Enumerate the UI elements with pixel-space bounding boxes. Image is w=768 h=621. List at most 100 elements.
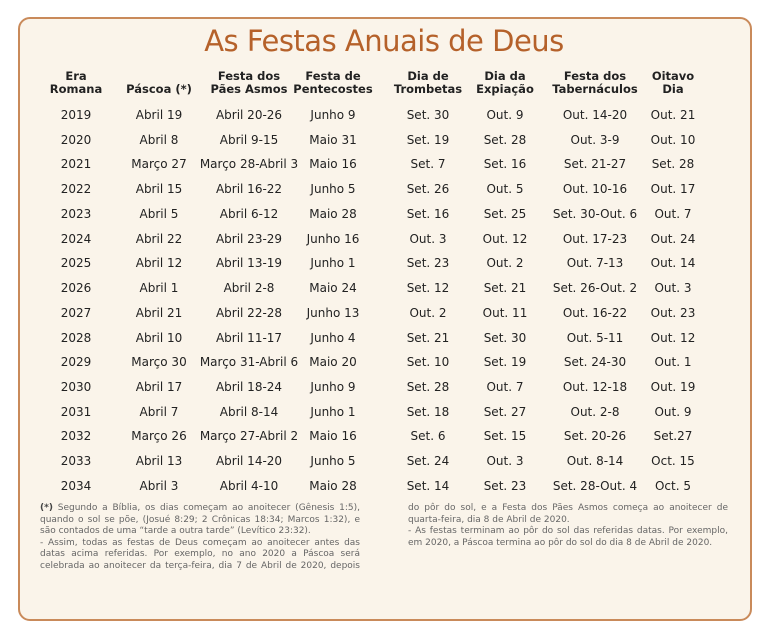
- table-cell: Junho 16: [306, 231, 360, 246]
- column-header: Festa de: [305, 69, 361, 83]
- table-cell: Maio 31: [309, 132, 357, 147]
- note-marker: (*): [40, 503, 53, 513]
- column-header: Dia da: [484, 69, 526, 83]
- table-cell: Março 26: [131, 429, 187, 444]
- table-cell: Out. 9: [486, 108, 524, 122]
- table-cell: 2026: [60, 281, 92, 296]
- note-text: Segundo a Bíblia, os dias começam ao ano…: [40, 503, 360, 537]
- table-cell: Maio 16: [309, 157, 357, 172]
- table-cell: Abril 13-19: [215, 256, 283, 271]
- table-cell: Set. 21: [483, 281, 527, 296]
- table-cell: 2029: [60, 355, 92, 370]
- table-cell: Abril 17: [135, 380, 183, 395]
- table-cell: Abril 8: [139, 132, 179, 147]
- column-header: Oitavo: [651, 69, 695, 83]
- table-cell: Out. 9: [654, 404, 692, 419]
- table-cell: Abril 21: [135, 305, 183, 320]
- table-cell: Set. 27: [483, 404, 527, 419]
- table-cell: Set. 20-26: [563, 429, 627, 444]
- table-cell: Oct. 15: [651, 454, 695, 469]
- table-cell: 2034: [60, 478, 92, 493]
- table-cell: Março 27-Abril 2: [199, 429, 299, 444]
- table-cell: Junho 4: [310, 330, 356, 345]
- table-cell: Out. 2: [486, 256, 524, 271]
- table-cell: Set. 23: [483, 478, 527, 493]
- table-cell: Set. 21-27: [563, 157, 627, 172]
- table-cell: Set. 19: [483, 355, 527, 370]
- table-cell: Abril 18-24: [215, 380, 283, 395]
- table-cell: Set. 28: [651, 157, 695, 172]
- table-cell: Oct. 5: [654, 478, 691, 493]
- table-cell: 2027: [60, 305, 92, 320]
- table-cell: Set. 30: [483, 330, 527, 345]
- table-cell: Out. 7: [654, 206, 692, 221]
- table-cell: Out. 7-13: [566, 256, 624, 271]
- table-cell: Set. 16: [483, 157, 527, 172]
- table-cell: Março 28-Abril 3: [199, 157, 299, 172]
- table-cell: Abril 9-15: [219, 132, 279, 147]
- table-cell: Junho 5: [310, 182, 356, 197]
- table-cell: Abril 19: [135, 108, 183, 122]
- table-cell: Abril 23-29: [215, 231, 283, 246]
- table-cell: Abril 4-10: [219, 478, 279, 493]
- table-cell: Maio 20: [309, 355, 357, 370]
- table-cell: Out. 10-16: [562, 182, 628, 197]
- table-cell: Abril 8-14: [219, 404, 279, 419]
- table-cell: Maio 24: [309, 281, 357, 296]
- table-cell: Maio 28: [309, 478, 357, 493]
- table-cell: Out. 8-14: [566, 454, 624, 469]
- table-cell: 2022: [60, 182, 92, 197]
- table-cell: 2023: [60, 206, 92, 221]
- table-cell: Out. 21: [650, 108, 696, 122]
- column-header: Pães Asmos: [210, 82, 288, 96]
- table-cell: Abril 14-20: [215, 454, 283, 469]
- table-cell: Out. 5-11: [566, 330, 624, 345]
- table-cell: Junho 9: [310, 380, 356, 395]
- table-cell: Set. 28: [483, 132, 527, 147]
- table-cell: Junho 5: [310, 454, 356, 469]
- table-cell: Abril 5: [139, 206, 179, 221]
- column-header: Pentecostes: [293, 82, 373, 96]
- table-cell: Abril 11-17: [215, 330, 283, 345]
- table-cell: Set. 12: [406, 281, 450, 296]
- column-header: Trombetas: [393, 82, 463, 96]
- table-cell: Set. 26: [406, 182, 450, 197]
- table-cell: Junho 1: [310, 256, 356, 271]
- column-header: Romana: [49, 82, 103, 96]
- note-paragraph: - Assim, todas as festas de Deus começam…: [40, 503, 728, 575]
- table-cell: Maio 28: [309, 206, 357, 221]
- table-cell: Set. 24: [406, 454, 450, 469]
- table-cell: Set. 16: [406, 206, 450, 221]
- table-cell: Set. 23: [406, 256, 450, 271]
- table-cell: Set. 15: [483, 429, 527, 444]
- table-cell: 2020: [60, 132, 92, 147]
- table-cell: Out. 3: [486, 454, 524, 469]
- table-cell: Abril 15: [135, 182, 183, 197]
- table-cell: Out. 12: [482, 231, 528, 246]
- table-cell: Out. 12: [650, 330, 696, 345]
- table-cell: 2030: [60, 380, 92, 395]
- table-cell: 2033: [60, 454, 92, 469]
- table-cell: Set. 19: [406, 132, 450, 147]
- column-header: Festa dos: [217, 69, 281, 83]
- table-cell: Out. 2-8: [570, 404, 620, 419]
- table-cell: Abril 7: [139, 404, 179, 419]
- table-cell: Abril 6-12: [219, 206, 279, 221]
- column-header: Era: [65, 69, 87, 83]
- table-cell: Abril 22-28: [215, 305, 283, 320]
- notes: (*) Segundo a Bíblia, os dias começam ao…: [40, 503, 728, 575]
- table-cell: 2025: [60, 256, 92, 271]
- table-cell: Set. 28: [406, 380, 450, 395]
- table-cell: Out. 3-9: [570, 132, 620, 147]
- table-cell: Março 27: [131, 157, 187, 172]
- table-cell: Junho 1: [310, 404, 356, 419]
- table-cell: Abril 16-22: [215, 182, 283, 197]
- table-cell: Set. 6: [410, 429, 446, 444]
- table-cell: Set. 24-30: [563, 355, 627, 370]
- table-cell: Abril 20-26: [215, 108, 283, 122]
- table-cell: Abril 1: [139, 281, 179, 296]
- table-cell: Set. 21: [406, 330, 450, 345]
- title: As Festas Anuais de Deus: [204, 24, 564, 58]
- table-cell: 2021: [60, 157, 92, 172]
- table-cell: Set. 18: [406, 404, 450, 419]
